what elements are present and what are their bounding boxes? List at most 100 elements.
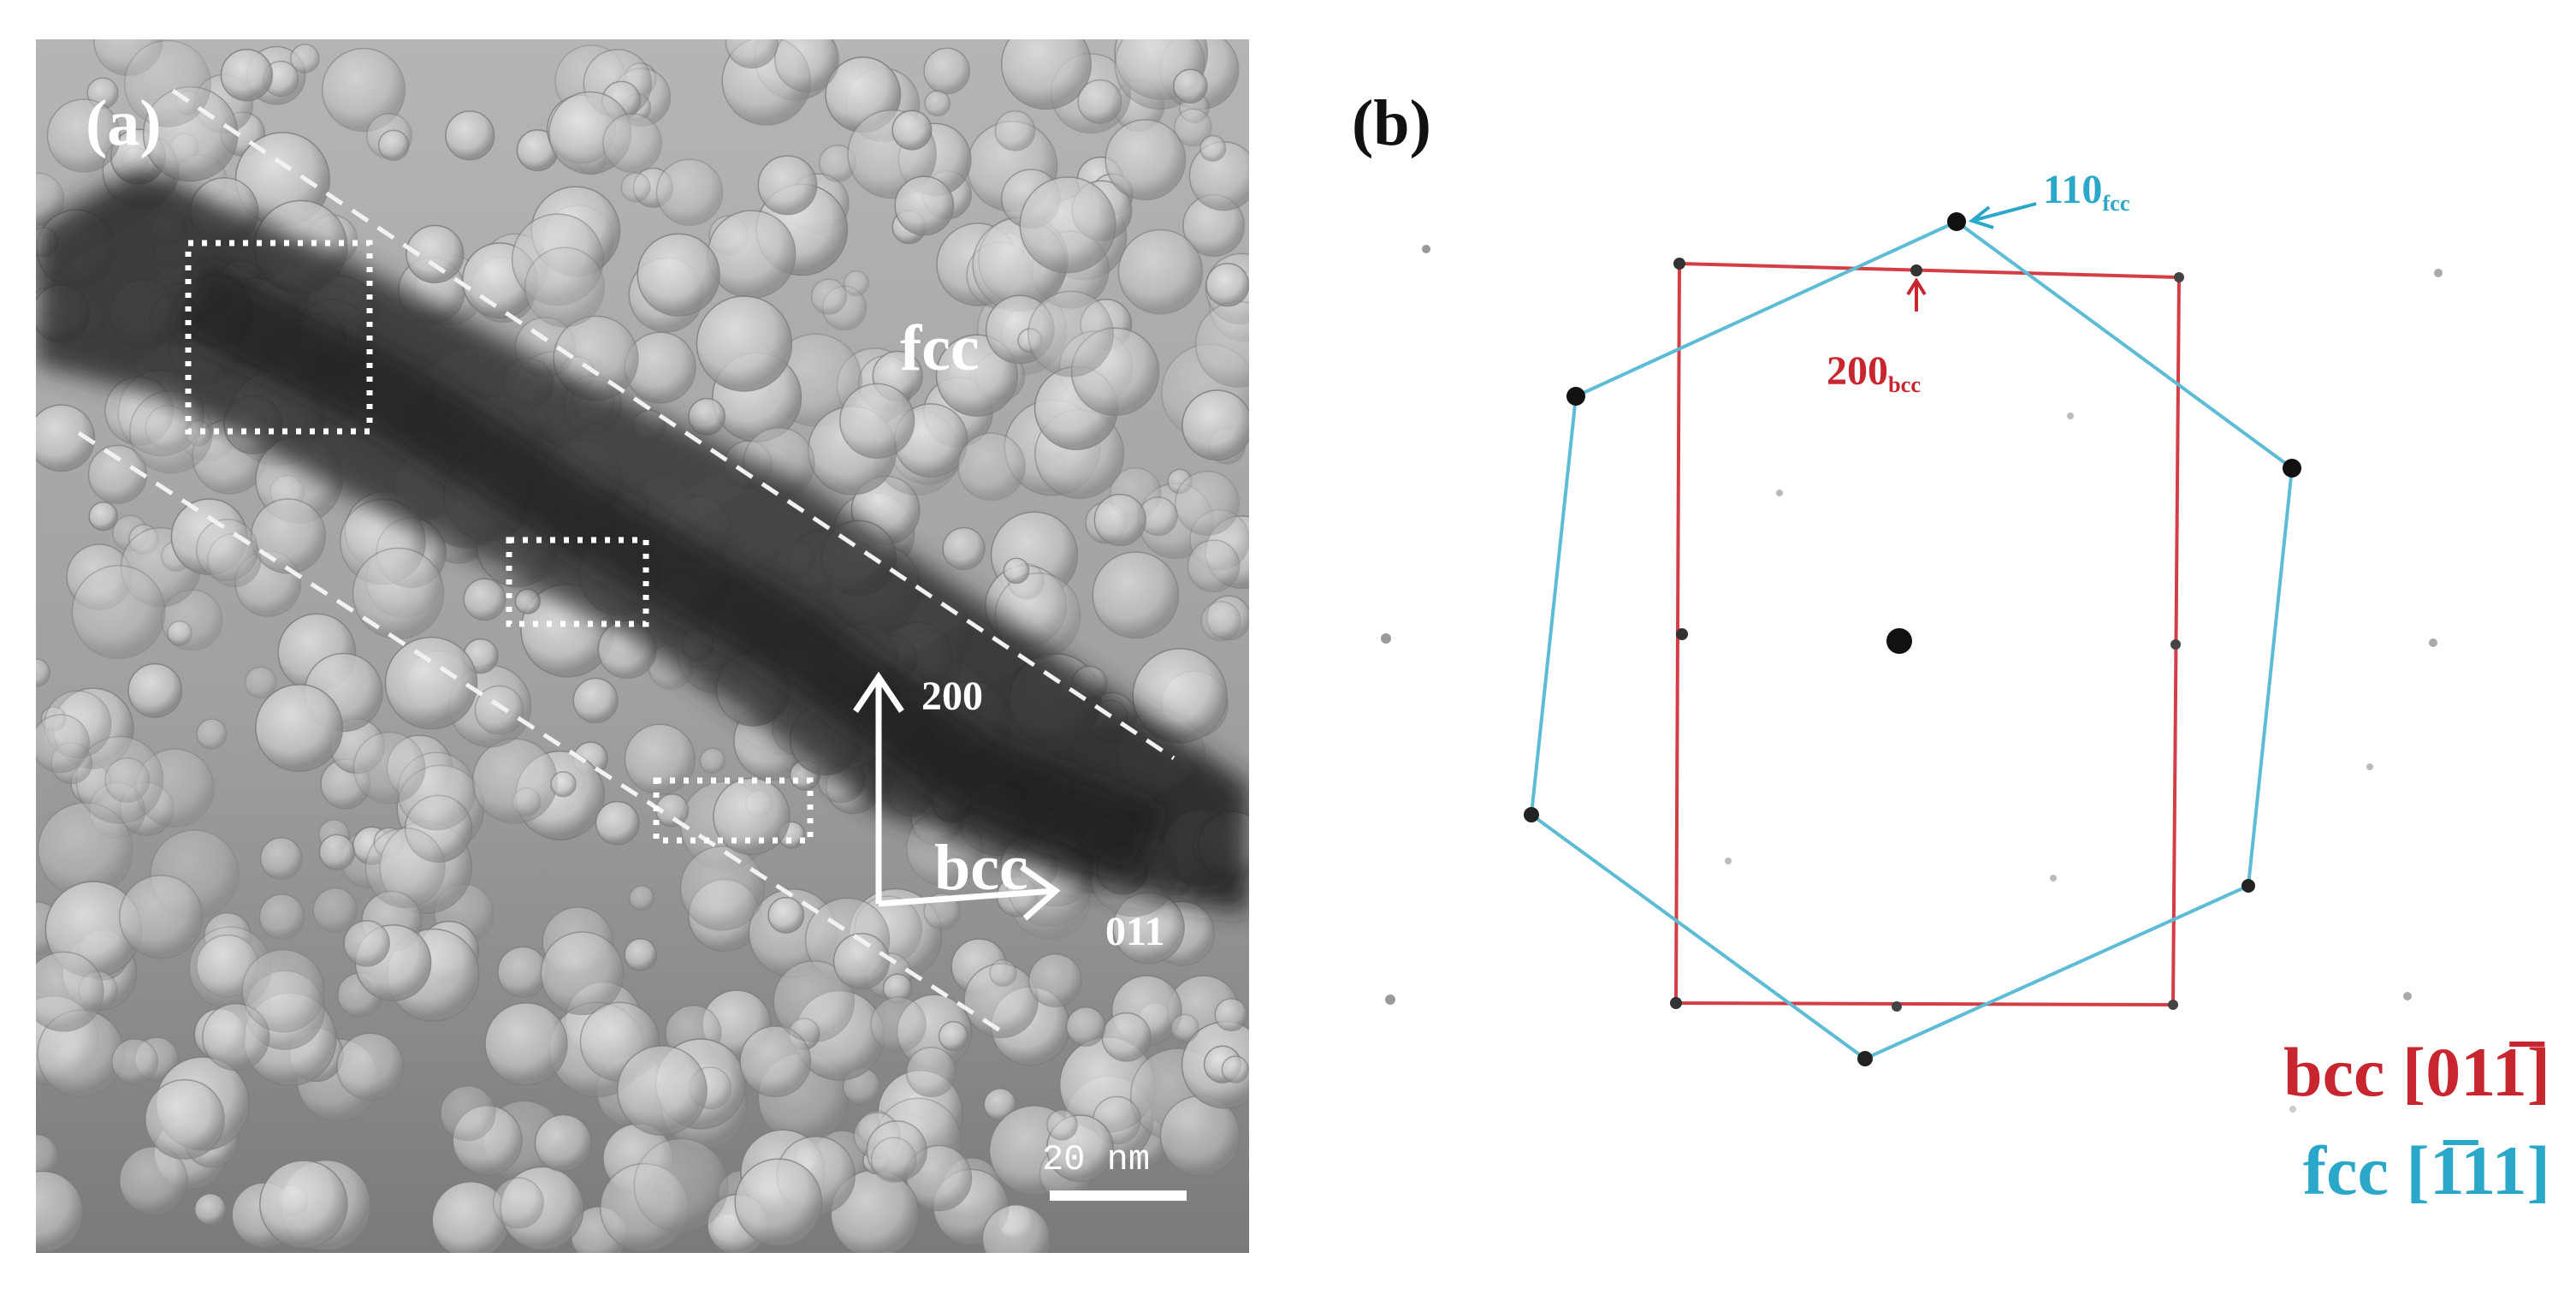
precipitate-bubble	[1214, 998, 1248, 1032]
diffraction-spots	[1381, 212, 2443, 1113]
precipitate-bubble	[202, 1002, 270, 1072]
precipitate-bubble	[595, 800, 640, 846]
precipitate-bubble	[773, 960, 856, 1042]
precipitate-bubble	[36, 1170, 84, 1253]
precipitate-bubble	[629, 885, 655, 911]
direction-011-label: 011	[1105, 909, 1165, 954]
panel-b-label: (b)	[1352, 87, 1431, 159]
precipitate-bubble	[616, 1045, 708, 1137]
precipitate-bubble	[905, 1047, 956, 1098]
precipitate-bubble	[734, 1158, 823, 1247]
precipitate-bubble	[195, 519, 258, 582]
precipitate-bubble	[312, 887, 358, 933]
precipitate-bubble	[1046, 1108, 1078, 1141]
direction-200-label: 200	[921, 674, 983, 719]
precipitate-bubble	[602, 113, 662, 173]
precipitate-bubble	[1187, 539, 1241, 593]
precipitate-bubble	[364, 827, 446, 908]
precipitate-bubble	[1065, 1006, 1106, 1047]
precipitate-bubble	[994, 110, 1036, 151]
precipitate-bubble	[534, 1113, 593, 1172]
precipitate-bubble	[290, 44, 320, 74]
diffraction-pattern-panel: (b) 110fcc 200bcc bcc [011̅] fcc [1̅11]	[1318, 39, 2576, 1253]
precipitate-bubble	[463, 578, 506, 621]
panel-a-label: (a)	[86, 87, 162, 159]
precipitate-bubble	[1170, 1013, 1199, 1043]
precipitate-bubble	[894, 175, 955, 236]
precipitate-bubble	[318, 834, 355, 870]
fcc-phase-label: fcc	[900, 312, 980, 384]
precipitate-bubble	[36, 951, 104, 1032]
precipitate-bubble	[497, 946, 549, 998]
precipitate-bubble	[241, 948, 325, 1033]
precipitate-bubble	[88, 501, 118, 531]
precipitate-bubble	[46, 98, 121, 173]
precipitate-bubble	[524, 246, 605, 328]
precipitate-bubble	[255, 683, 343, 772]
spot-110-fcc-label: 110fcc	[2043, 167, 2130, 217]
precipitate-bubble	[637, 233, 720, 317]
precipitate-bubble	[891, 110, 933, 151]
precipitate-bubble	[550, 770, 577, 798]
precipitate-bubble	[1181, 389, 1249, 461]
precipitate-bubble	[699, 747, 726, 775]
precipitate-bubble	[123, 39, 211, 128]
precipitate-bubble	[870, 1137, 917, 1184]
scale-bar-label: 20 nm	[1042, 1139, 1151, 1180]
precipitate-bubble	[336, 1032, 405, 1101]
precipitate-bubble	[679, 846, 766, 931]
bcc-reciprocal-lattice	[1673, 261, 2182, 1007]
precipitate-bubble	[843, 270, 869, 296]
precipitate-bubble	[725, 39, 779, 69]
precipitate-bubble	[440, 1084, 496, 1142]
precipitate-bubble	[36, 404, 96, 472]
bcc-phase-label: bcc	[934, 832, 1028, 904]
precipitate-bubble	[220, 49, 273, 102]
legend-bcc-zone-axis: bcc [011̅]	[2283, 1033, 2550, 1111]
precipitate-bubble	[1175, 471, 1241, 536]
precipitate-bubble	[1092, 551, 1180, 639]
precipitate-bubble	[514, 588, 541, 614]
precipitate-bubble	[1199, 134, 1227, 162]
precipitate-bubble	[474, 685, 524, 735]
precipitate-bubble	[445, 110, 495, 161]
precipitate-bubble	[924, 90, 951, 116]
precipitate-bubble	[484, 1002, 568, 1086]
precipitate-bubble	[1003, 557, 1030, 585]
precipitate-bubble	[343, 919, 390, 967]
precipitate-bubble	[923, 47, 971, 95]
dotted-box-1	[185, 240, 373, 435]
precipitate-bubble	[981, 1204, 1051, 1253]
precipitate-bubble	[250, 498, 327, 574]
tem-micrograph-image	[36, 39, 1249, 1253]
precipitate-bubble	[377, 129, 410, 161]
precipitate-bubble	[36, 714, 91, 774]
precipitate-bubble	[244, 666, 277, 699]
precipitate-bubble	[757, 155, 818, 216]
precipitate-bubble	[1000, 39, 1092, 110]
precipitate-bubble	[1077, 79, 1122, 124]
spot-200-bcc-label: 200bcc	[1827, 348, 1922, 398]
precipitate-bubble	[71, 565, 166, 660]
precipitate-bubble	[938, 1020, 969, 1052]
precipitate-bubble	[1117, 229, 1204, 315]
precipitate-bubble	[774, 39, 840, 92]
precipitate-bubble	[839, 383, 915, 459]
precipitate-bubble	[406, 224, 465, 284]
precipitate-bubble	[989, 959, 1017, 987]
arrow-011	[878, 888, 1055, 907]
precipitate-bubble	[624, 938, 657, 971]
precipitate-bubble	[1172, 68, 1208, 104]
precipitate-bubble	[352, 731, 426, 804]
precipitate-bubble	[713, 777, 791, 856]
precipitate-bubble	[258, 893, 305, 941]
precipitate-bubble	[870, 996, 927, 1053]
precipitate-bubble	[1174, 108, 1212, 147]
upper-interface-line	[171, 88, 1175, 761]
scale-bar	[1050, 1190, 1187, 1201]
precipitate-bubble	[540, 931, 625, 1016]
precipitate-bubble	[1093, 493, 1146, 547]
dotted-box-3	[653, 777, 814, 844]
precipitate-bubble	[767, 896, 805, 934]
precipitate-bubble	[810, 278, 848, 315]
